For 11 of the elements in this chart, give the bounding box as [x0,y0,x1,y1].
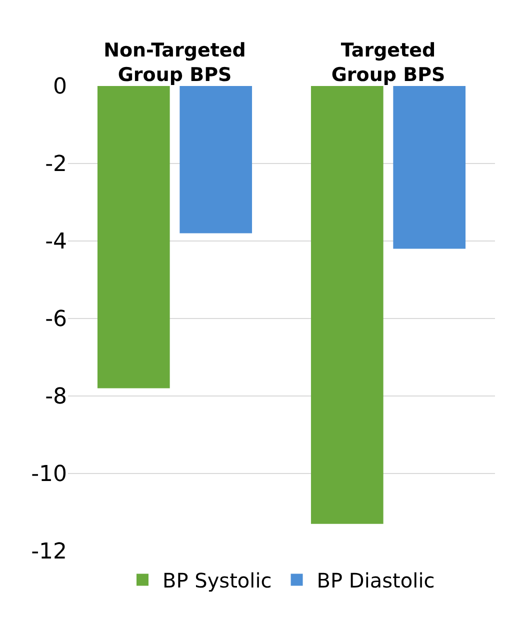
x-tick-label: Targeted Group BPS [331,40,446,86]
y-tick-label: -10 [31,462,67,488]
y-tick-label: -2 [45,152,67,178]
legend-label: BP Systolic [162,568,272,593]
y-tick-label: -4 [45,230,67,255]
x-tick-label: Non-Targeted Group BPS [104,40,246,86]
y-tick-label: -6 [45,307,67,332]
legend-label: BP Diastolic [316,568,435,593]
y-tick-label: 0 [53,74,67,100]
y-tick-label: -12 [31,540,67,565]
y-tick-label: -8 [45,384,67,410]
